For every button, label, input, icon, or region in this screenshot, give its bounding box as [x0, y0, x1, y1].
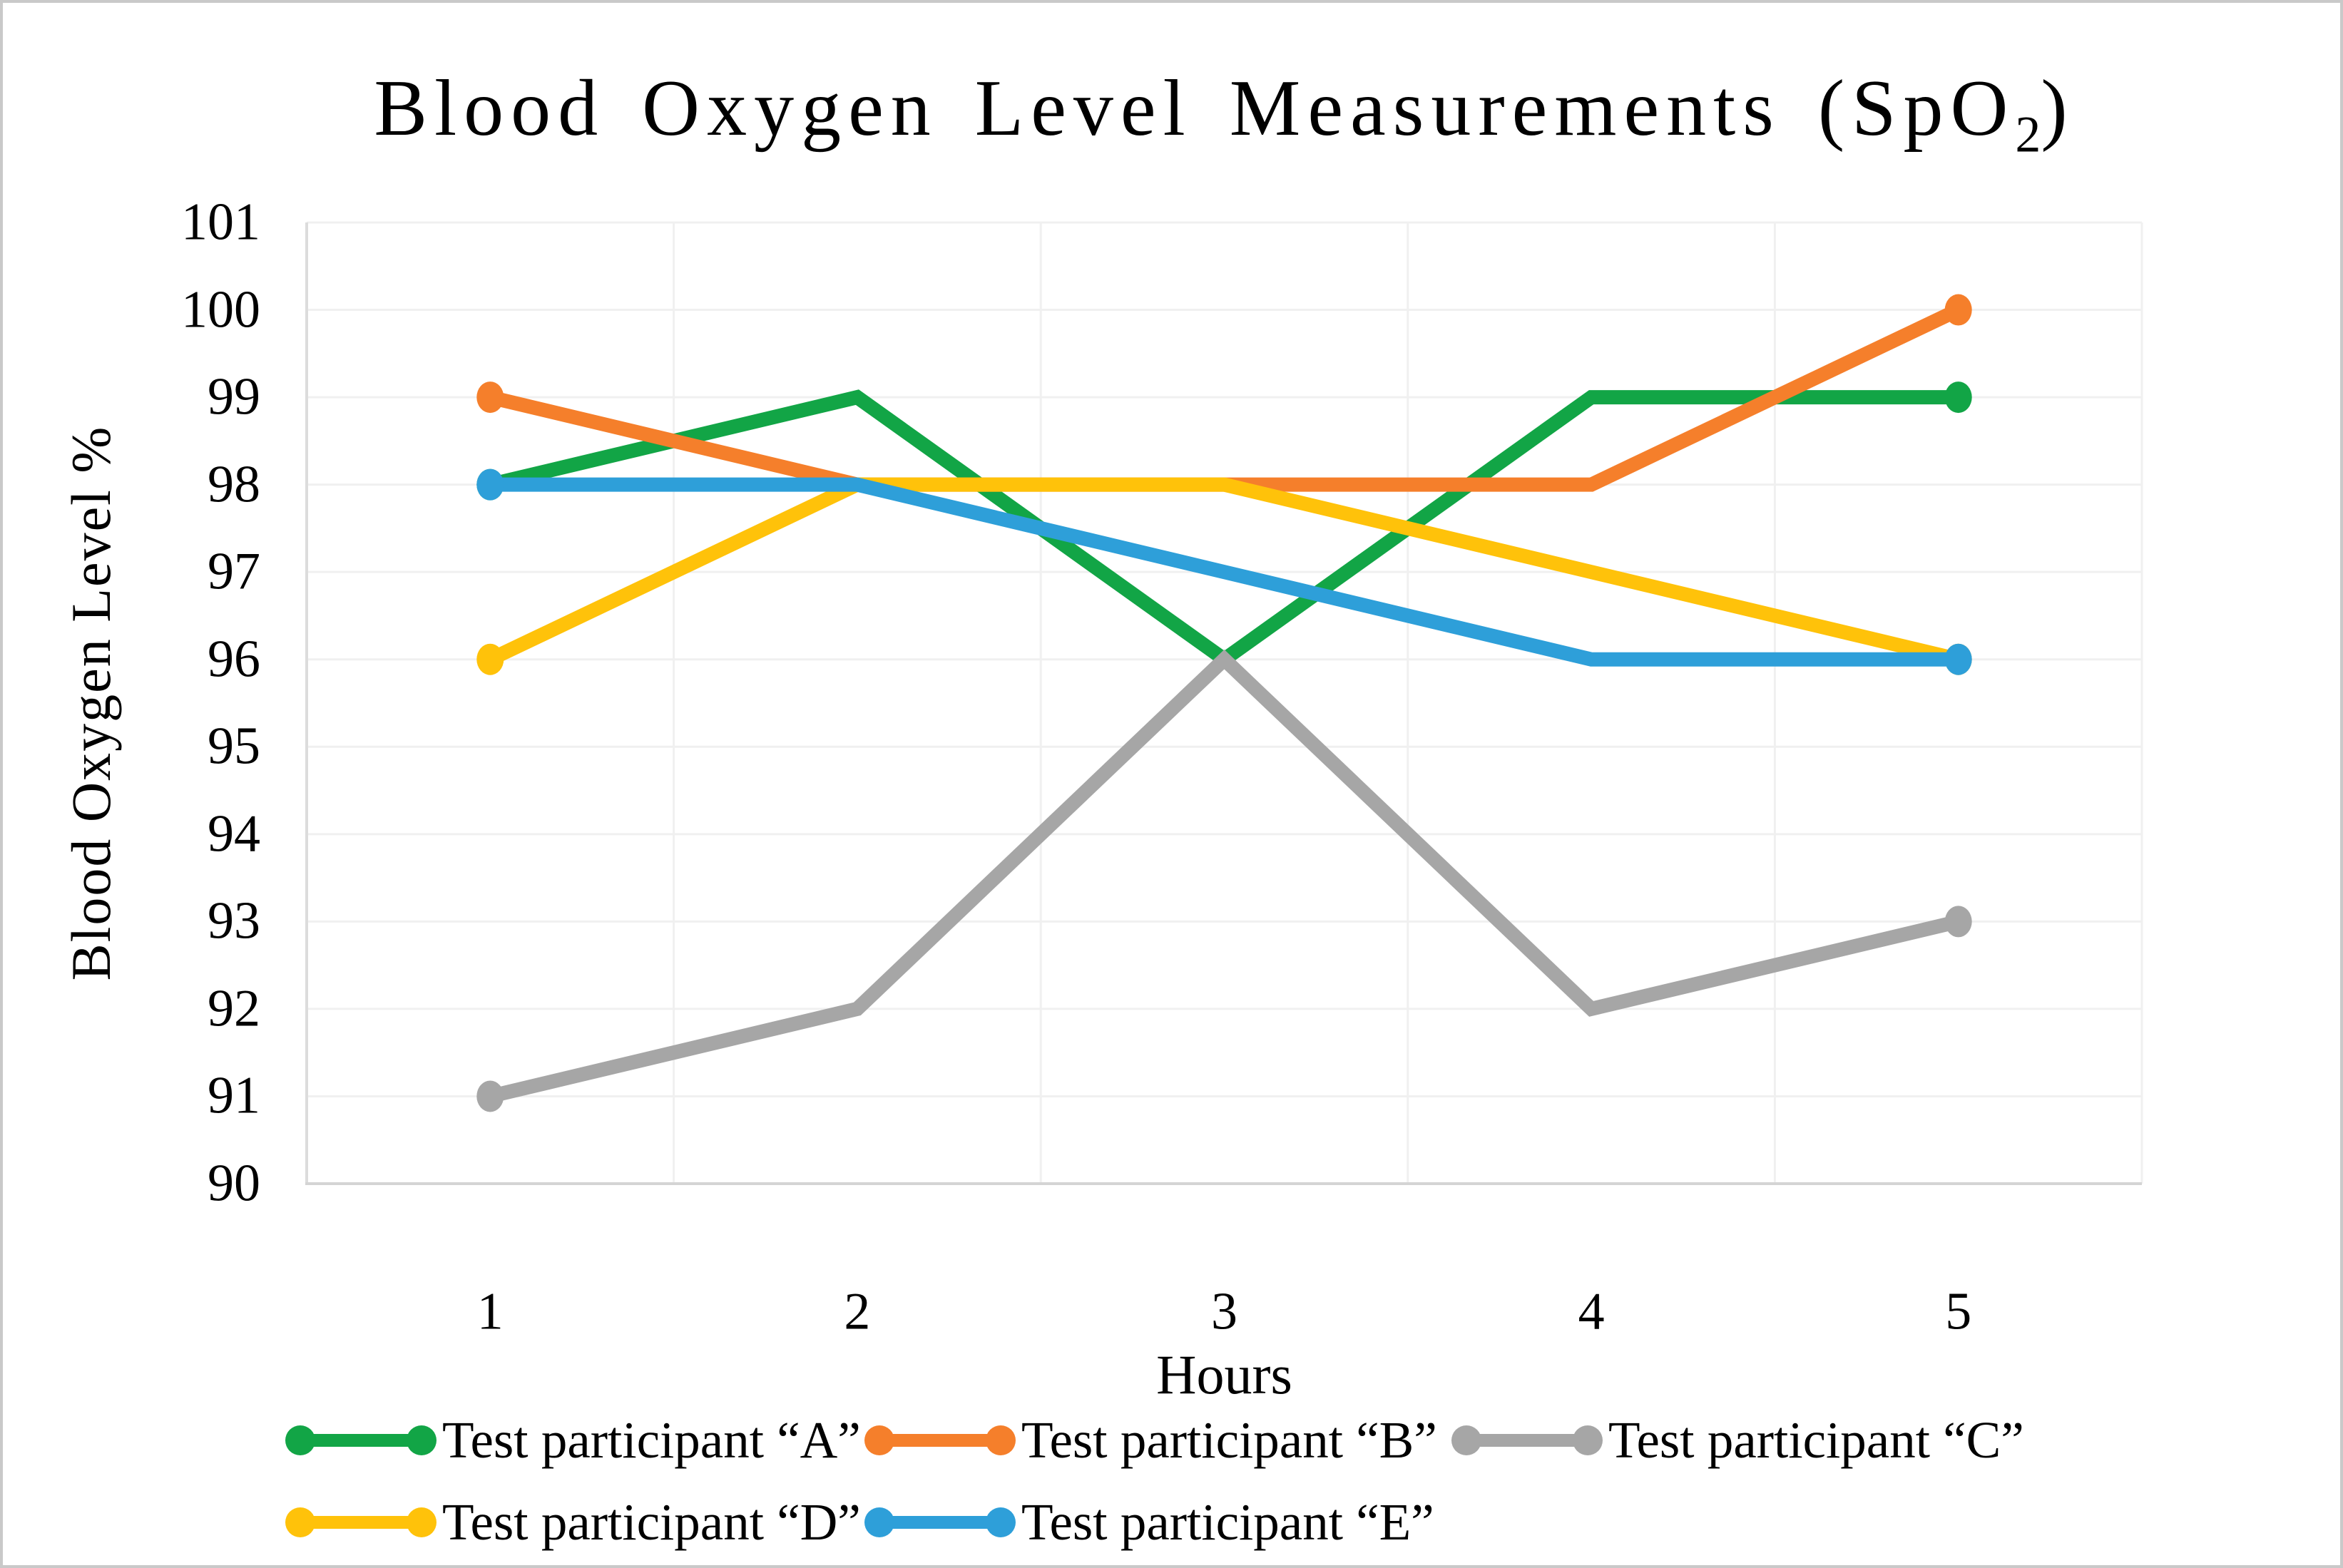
series-line-0 — [483, 389, 1966, 669]
x-axis-title: Hours — [1156, 1343, 1292, 1405]
series-line-3 — [483, 477, 1966, 667]
legend-marker-line — [1477, 1434, 1577, 1447]
legend-marker-dot — [285, 1507, 315, 1537]
x-tick-label-4: 4 — [1578, 1282, 1605, 1341]
legend-label: Test participant “E” — [1021, 1493, 1434, 1551]
legend-marker-dot — [986, 1425, 1016, 1455]
legend-line-marker-icon — [1451, 1425, 1603, 1455]
legend-item-4: Test participant “E” — [864, 1492, 1434, 1552]
legend-marker-dot — [407, 1425, 437, 1455]
series-2-endpoint-marker — [476, 1080, 504, 1112]
legend-marker-dot — [407, 1507, 437, 1537]
y-tick-label-96: 96 — [208, 630, 260, 689]
chart-title-suffix: ) — [2041, 64, 2075, 153]
y-tick-label-92: 92 — [208, 979, 260, 1038]
legend-label: Test participant “B” — [1021, 1411, 1437, 1469]
x-tick-label-2: 2 — [844, 1282, 871, 1341]
series-1-endpoint-marker — [476, 381, 504, 414]
x-tick-label-1: 1 — [476, 1282, 504, 1341]
legend-marker-line — [890, 1434, 990, 1447]
legend-line-marker-icon — [864, 1425, 1016, 1455]
y-tick-label-93: 93 — [208, 891, 260, 950]
y-tick-label-101: 101 — [181, 193, 260, 252]
series-lines — [476, 294, 1972, 1112]
legend-marker-dot — [1451, 1425, 1481, 1455]
legend-marker-dot — [285, 1425, 315, 1455]
legend-label: Test participant “D” — [442, 1493, 861, 1551]
y-tick-label-91: 91 — [208, 1066, 260, 1125]
legend-marker-line — [890, 1516, 990, 1529]
y-tick-label-94: 94 — [208, 804, 260, 864]
y-tick-label-99: 99 — [208, 367, 260, 426]
legend-marker-dot — [986, 1507, 1016, 1537]
y-tick-label-95: 95 — [208, 717, 260, 776]
x-tick-label-3: 3 — [1211, 1282, 1237, 1341]
series-4-endpoint-marker — [1944, 643, 1972, 675]
chart-title-subscript: 2 — [2015, 106, 2041, 163]
series-3-endpoint-marker — [476, 643, 504, 675]
axis-lines — [305, 222, 2142, 1185]
y-tick-label-100: 100 — [181, 280, 260, 339]
series-4-endpoint-marker — [476, 468, 504, 501]
y-tick-label-97: 97 — [208, 542, 260, 601]
series-1-endpoint-marker — [1944, 294, 1972, 326]
chart-title: Blood Oxygen Level Measurements (SpO2) — [307, 63, 2142, 164]
series-2-endpoint-marker — [1944, 906, 1972, 938]
y-tick-label-98: 98 — [208, 455, 260, 514]
series-line-4 — [483, 477, 1966, 667]
legend-item-1: Test participant “B” — [864, 1410, 1437, 1470]
legend-marker-line — [311, 1516, 411, 1529]
legend-label: Test participant “A” — [442, 1411, 861, 1469]
x-tick-label-5: 5 — [1945, 1282, 1972, 1341]
legend-item-2: Test participant “C” — [1451, 1410, 2024, 1470]
legend-marker-dot — [1573, 1425, 1603, 1455]
legend-label: Test participant “C” — [1608, 1411, 2024, 1469]
legend-line-marker-icon — [285, 1507, 437, 1537]
y-tick-label-90: 90 — [208, 1154, 260, 1213]
legend-line-marker-icon — [864, 1507, 1016, 1537]
vertical-gridlines — [673, 222, 2143, 1184]
legend-marker-dot — [864, 1425, 894, 1455]
legend-line-marker-icon — [285, 1425, 437, 1455]
chart-title-text: Blood Oxygen Level Measurements (SpO — [374, 64, 2016, 153]
legend-item-0: Test participant “A” — [285, 1410, 861, 1470]
series-0-endpoint-marker — [1944, 381, 1972, 414]
series-line-2 — [483, 649, 1966, 1104]
legend-item-3: Test participant “D” — [285, 1492, 861, 1552]
legend-marker-line — [311, 1434, 411, 1447]
legend-marker-dot — [864, 1507, 894, 1537]
